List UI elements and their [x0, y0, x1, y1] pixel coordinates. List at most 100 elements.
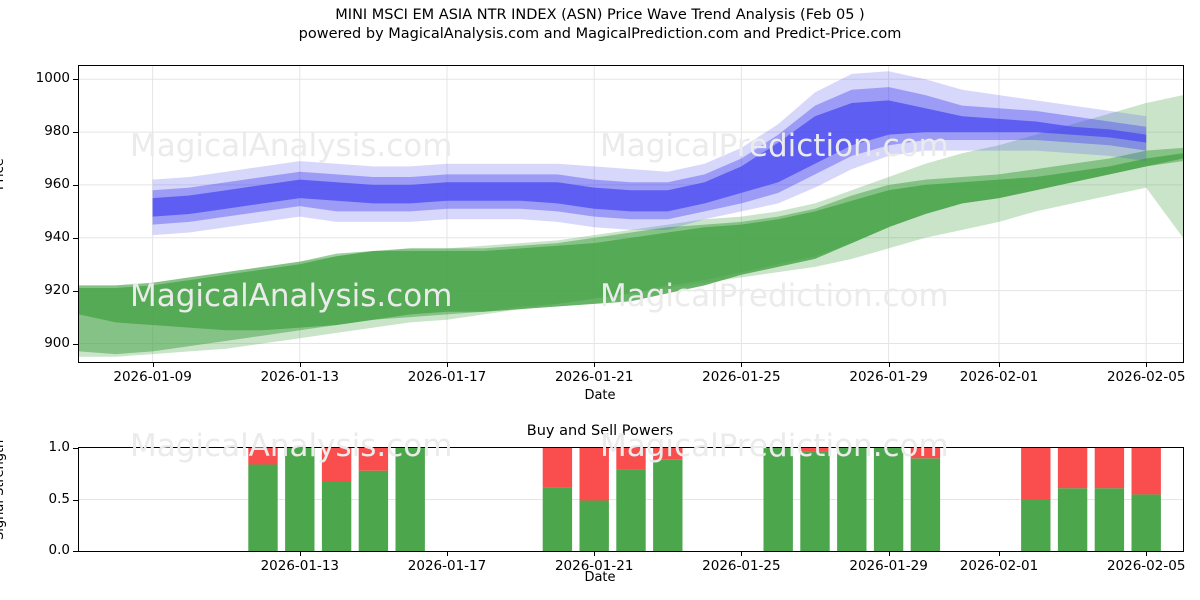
- power-bar-group: [248, 448, 278, 551]
- power-x-tick-label: 2026-01-25: [702, 558, 781, 574]
- price-x-tick-label: 2026-01-21: [554, 369, 634, 385]
- buy-power-bar: [653, 459, 683, 551]
- page-title: MINI MSCI EM ASIA NTR INDEX (ASN) Price …: [335, 7, 865, 23]
- power-bar-group: [873, 448, 904, 551]
- power-bar-group: [1131, 448, 1161, 551]
- sell-power-bar: [542, 448, 573, 488]
- power-bar-group: [1021, 448, 1051, 551]
- sell-power-bar: [1131, 448, 1161, 495]
- power-bar-group: [358, 448, 389, 551]
- sell-power-bar: [653, 448, 683, 460]
- power-x-tick-label: 2026-02-05: [1106, 558, 1186, 574]
- price-x-tick-mark: [152, 362, 154, 367]
- price-y-tick-label: 980: [44, 123, 70, 140]
- buy-and-sell-powers-chart: Buy and Sell Powers Signal Strength 0.0 0…: [0, 410, 1200, 600]
- power-x-tick-mark: [888, 551, 890, 556]
- power-x-tick-label: 2026-01-21: [554, 558, 634, 574]
- power-bar-group: [1057, 448, 1088, 551]
- price-x-tick-label: 2026-01-29: [849, 369, 928, 385]
- price-x-tick-label: 2026-02-01: [959, 369, 1039, 385]
- power-bar-group: [800, 448, 830, 551]
- price-y-tick-label: 940: [44, 228, 70, 245]
- price-plot-area: [78, 65, 1184, 363]
- power-bar-group: [1094, 448, 1125, 551]
- price-y-tick-mark: [73, 79, 78, 81]
- price-x-tick-label: 2026-01-25: [702, 369, 781, 385]
- sell-power-bar: [1094, 448, 1125, 489]
- price-wave-bands: [79, 66, 1183, 362]
- price-x-tick-mark: [1146, 362, 1148, 367]
- power-chart-title: Buy and Sell Powers: [526, 423, 674, 439]
- price-y-tick-mark: [73, 237, 78, 239]
- price-y-tick-label: 960: [44, 175, 70, 192]
- buy-power-bar: [1057, 488, 1088, 551]
- power-y-tick-mark: [73, 551, 78, 552]
- power-y-tick-mark: [73, 499, 78, 501]
- buy-power-bar: [1094, 488, 1125, 551]
- sell-power-bar: [248, 448, 278, 465]
- power-bar-group: [321, 448, 352, 551]
- price-x-tick-label: 2026-02-05: [1106, 369, 1186, 385]
- buy-power-bar: [910, 458, 941, 551]
- sell-power-bar: [910, 448, 941, 459]
- buy-power-bar: [248, 464, 278, 551]
- power-bar-group: [616, 448, 646, 551]
- price-x-tick-label: 2026-01-09: [113, 369, 192, 385]
- sell-power-bar: [616, 448, 646, 470]
- power-x-tick-label: 2026-01-13: [260, 558, 340, 574]
- buy-power-bar: [1131, 494, 1161, 551]
- buy-power-bar: [616, 469, 646, 551]
- buy-power-bar: [1021, 499, 1051, 551]
- buy-power-bar: [837, 448, 867, 551]
- power-x-tick-mark: [741, 551, 743, 556]
- buy-power-bar: [800, 451, 830, 551]
- buy-power-bar: [358, 470, 389, 551]
- power-y-tick-label: 1.0: [48, 439, 70, 455]
- power-y-tick-label: 0.5: [48, 490, 70, 507]
- price-x-axis-title: Date: [584, 388, 616, 403]
- price-x-tick-mark: [299, 362, 301, 367]
- power-bar-group: [542, 448, 573, 551]
- sell-power-bar: [321, 448, 352, 482]
- power-y-tick-label: 0.0: [48, 542, 70, 558]
- buy-power-bar: [763, 448, 793, 551]
- price-y-tick-label: 900: [44, 334, 70, 351]
- price-x-tick-mark: [594, 362, 596, 367]
- power-x-tick-mark: [594, 551, 596, 556]
- power-bars: [79, 448, 1183, 551]
- buy-power-bar: [395, 448, 425, 551]
- price-y-tick-label: 1000: [35, 70, 70, 87]
- buy-power-bar: [579, 500, 609, 551]
- power-x-tick-label: 2026-01-17: [407, 558, 487, 574]
- power-bar-group: [837, 448, 867, 551]
- price-y-tick-label: 920: [44, 281, 70, 298]
- price-y-tick-mark: [73, 343, 78, 345]
- price-x-tick-mark: [999, 362, 1000, 367]
- power-plot-area: [78, 447, 1184, 552]
- power-bar-group: [910, 448, 941, 551]
- power-bar-group: [579, 448, 609, 551]
- price-y-tick-mark: [73, 184, 78, 186]
- power-bar-group: [653, 448, 683, 551]
- buy-power-bar: [873, 448, 904, 551]
- sell-power-bar: [800, 448, 830, 452]
- price-y-axis-title: Price: [0, 158, 7, 190]
- price-y-tick-mark: [73, 132, 78, 134]
- power-x-axis-title: Date: [584, 570, 616, 585]
- price-x-tick-mark: [447, 362, 448, 367]
- power-x-tick-mark: [1146, 551, 1148, 556]
- chart-title-block: MINI MSCI EM ASIA NTR INDEX (ASN) Price …: [0, 6, 1200, 44]
- power-bar-group: [763, 448, 793, 551]
- sell-power-bar: [358, 448, 389, 471]
- page-subtitle: powered by MagicalAnalysis.com and Magic…: [298, 26, 902, 42]
- power-x-tick-mark: [299, 551, 301, 556]
- price-x-tick-label: 2026-01-13: [260, 369, 340, 385]
- price-y-tick-mark: [73, 290, 78, 292]
- power-x-tick-label: 2026-02-01: [959, 558, 1039, 574]
- power-x-tick-mark: [447, 551, 448, 556]
- buy-power-bar: [321, 482, 352, 551]
- sell-power-bar: [579, 448, 609, 501]
- power-y-tick-mark: [73, 448, 78, 449]
- power-y-axis-title: Signal Strength: [0, 439, 7, 540]
- price-wave-trend-chart: Price 900 920 940 960 980 1000 2026-01-09 2026…: [0, 65, 1186, 403]
